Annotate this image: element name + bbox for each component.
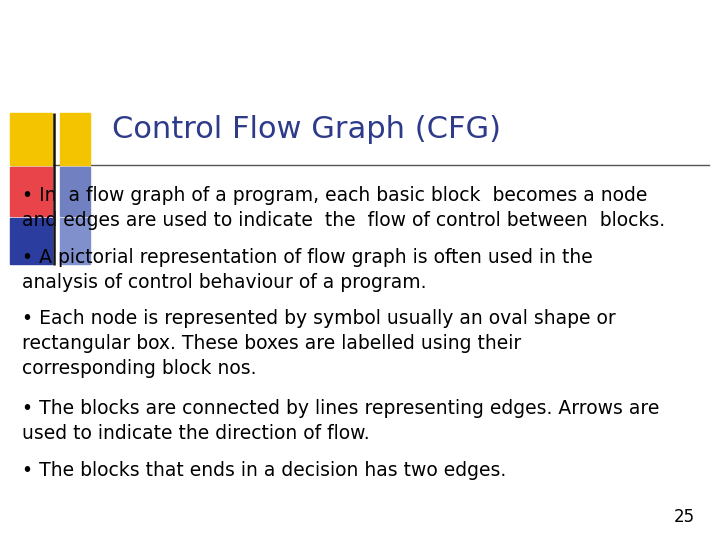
Text: • The blocks are connected by lines representing edges. Arrows are
used to indic: • The blocks are connected by lines repr… — [22, 399, 659, 443]
Text: 25: 25 — [674, 509, 695, 526]
Bar — [60, 113, 90, 165]
Text: • The blocks that ends in a decision has two edges.: • The blocks that ends in a decision has… — [22, 461, 506, 480]
Bar — [60, 167, 90, 216]
Bar — [60, 218, 90, 264]
Bar — [10, 113, 52, 165]
Text: • A pictorial representation of flow graph is often used in the
analysis of cont: • A pictorial representation of flow gra… — [22, 248, 593, 292]
Bar — [10, 218, 52, 264]
Text: Control Flow Graph (CFG): Control Flow Graph (CFG) — [112, 115, 500, 144]
Text: • In  a flow graph of a program, each basic block  becomes a node
and edges are : • In a flow graph of a program, each bas… — [22, 186, 665, 230]
Text: • Each node is represented by symbol usually an oval shape or
rectangular box. T: • Each node is represented by symbol usu… — [22, 309, 616, 379]
Bar — [10, 167, 52, 216]
